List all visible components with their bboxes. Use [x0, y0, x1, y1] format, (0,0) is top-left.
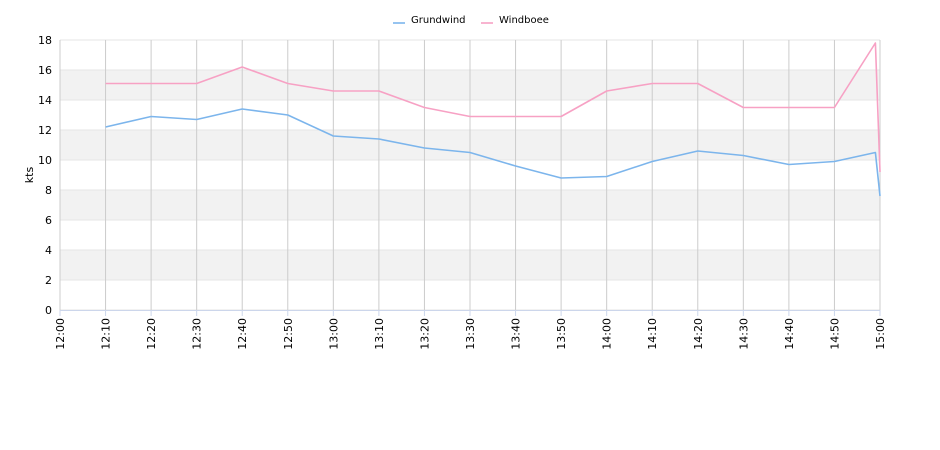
y-tick-label: 8: [45, 184, 52, 197]
data-point: [743, 155, 745, 157]
data-point: [150, 83, 152, 85]
data-point: [150, 116, 152, 118]
legend-item-grundwind[interactable]: Grundwind: [393, 15, 466, 26]
series-layer: [105, 42, 881, 197]
legend-item-windboee[interactable]: Windboee: [481, 15, 549, 26]
y-tick-label: 6: [45, 214, 52, 227]
series-line-windboee: [105, 42, 881, 173]
y-tick-label: 0: [45, 304, 52, 317]
x-tick-label: 13:30: [464, 318, 477, 350]
x-tick-label: 12:20: [145, 318, 158, 350]
y-tick-label: 14: [38, 94, 52, 107]
data-point: [469, 152, 471, 154]
series-windboee: [105, 42, 881, 173]
x-tick-label: 14:50: [828, 318, 841, 350]
x-tick-label: 13:20: [418, 318, 431, 350]
data-point: [743, 107, 745, 109]
x-tick-label: 15:00: [874, 318, 887, 350]
data-point: [378, 138, 380, 140]
data-point: [875, 152, 877, 154]
data-point: [651, 83, 653, 85]
legend-label: Windboee: [499, 15, 549, 26]
data-point: [879, 195, 881, 197]
x-tick-label: 12:30: [191, 318, 204, 350]
data-point: [697, 150, 699, 152]
y-tick-label: 18: [38, 34, 52, 47]
data-point: [834, 107, 836, 109]
data-point: [333, 90, 335, 92]
data-point: [788, 107, 790, 109]
legend-label: Grundwind: [411, 15, 466, 26]
x-tick-label: 13:10: [373, 318, 386, 350]
x-tick-label: 13:40: [510, 318, 523, 350]
x-tick-label: 12:40: [236, 318, 249, 350]
data-point: [424, 147, 426, 149]
y-tick-label: 10: [38, 154, 52, 167]
y-tick-label: 2: [45, 274, 52, 287]
data-point: [241, 108, 243, 110]
data-point: [697, 83, 699, 85]
data-point: [515, 165, 517, 167]
data-point: [333, 135, 335, 137]
data-point: [287, 114, 289, 116]
data-point: [105, 83, 107, 85]
data-point: [287, 83, 289, 85]
y-tick-label: 4: [45, 244, 52, 257]
x-tick-label: 12:10: [100, 318, 113, 350]
data-point: [196, 119, 198, 121]
x-tick-label: 14:10: [646, 318, 659, 350]
x-tick-label: 14:00: [601, 318, 614, 350]
data-point: [788, 164, 790, 166]
x-tick-label: 14:30: [737, 318, 750, 350]
data-point: [875, 42, 877, 44]
x-tick-label: 12:50: [282, 318, 295, 350]
data-point: [515, 116, 517, 118]
data-point: [241, 66, 243, 68]
data-point: [469, 116, 471, 118]
data-point: [105, 126, 107, 128]
x-tick-label: 13:00: [327, 318, 340, 350]
data-point: [834, 161, 836, 163]
data-point: [424, 107, 426, 109]
y-tick-label: 16: [38, 64, 52, 77]
legend: Grundwind Windboee: [393, 15, 549, 26]
axes: 0 2 4 6 8 10 12 14 16 18 12:00 12:10 12:20 12:30 12:40…: [38, 34, 887, 350]
x-tick-label: 14:40: [783, 318, 796, 350]
x-tick-label: 13:50: [555, 318, 568, 350]
x-tick-label: 12:00: [54, 318, 67, 350]
data-point: [651, 161, 653, 163]
x-tick-label: 14:20: [692, 318, 705, 350]
data-point: [196, 83, 198, 85]
data-point: [560, 177, 562, 179]
series-line-grundwind: [105, 108, 881, 197]
y-tick-label: 12: [38, 124, 52, 137]
data-point: [560, 116, 562, 118]
data-point: [606, 176, 608, 178]
data-point: [879, 171, 881, 173]
series-grundwind: [105, 108, 881, 197]
y-axis-title: kts: [23, 167, 36, 184]
data-point: [378, 90, 380, 92]
data-point: [606, 90, 608, 92]
